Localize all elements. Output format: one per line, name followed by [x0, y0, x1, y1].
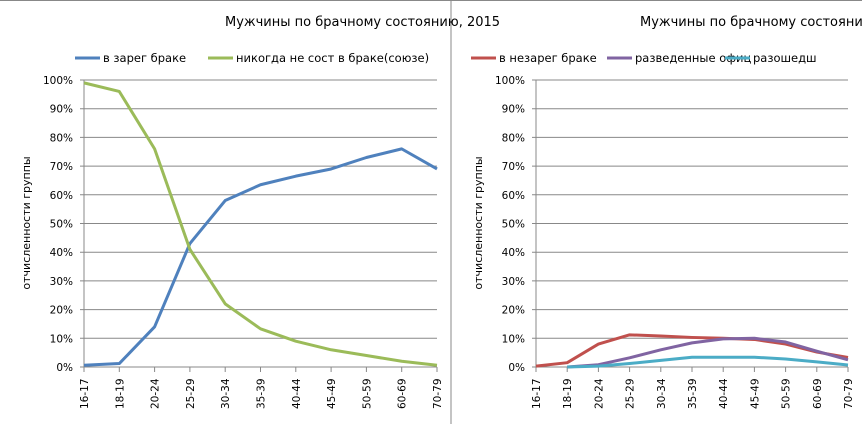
legend-label: в незарег браке — [499, 51, 597, 65]
y-tick-label: 100% — [495, 75, 525, 87]
x-tick-label: 45-49 — [749, 378, 761, 409]
x-tick-label: 60-69 — [397, 378, 409, 409]
x-tick-label: 35-39 — [687, 378, 699, 409]
chart-title: Мужчины по брачному состоянию, 2015 — [640, 15, 862, 30]
y-tick-label: 20% — [50, 305, 73, 317]
x-tick-label: 50-59 — [361, 378, 373, 409]
series-line — [83, 81, 438, 367]
x-tick-label: 25-29 — [185, 378, 197, 409]
x-tick-label: 20-24 — [150, 378, 162, 409]
y-tick-label: 30% — [50, 276, 73, 288]
y-tick-label: 100% — [43, 75, 73, 87]
legend-label: никогда не сост в браке(союзе) — [236, 51, 429, 65]
y-tick-label: 90% — [502, 104, 525, 116]
y-tick-label: 90% — [50, 104, 73, 116]
y-axis-label: отчисленности группы — [20, 156, 33, 289]
y-tick-label: 70% — [502, 161, 525, 173]
x-tick-label: 50-59 — [781, 378, 793, 409]
y-tick-label: 10% — [50, 333, 73, 345]
y-tick-label: 60% — [50, 190, 73, 202]
series-line — [567, 336, 849, 369]
x-tick-label: 30-34 — [656, 378, 668, 409]
y-tick-label: 70% — [50, 161, 73, 173]
legend-label: в зарег браке — [103, 51, 186, 65]
x-tick-label: 25-29 — [625, 378, 637, 409]
x-tick-label: 40-44 — [291, 378, 303, 409]
y-tick-label: 20% — [502, 305, 525, 317]
series-line — [567, 355, 849, 369]
y-tick-label: 0% — [56, 362, 73, 374]
y-tick-label: 50% — [502, 219, 525, 231]
x-tick-label: 70-79 — [432, 378, 444, 409]
x-tick-label: 16-17 — [531, 378, 543, 409]
y-tick-label: 40% — [502, 247, 525, 259]
y-tick-label: 0% — [508, 362, 525, 374]
y-tick-label: 50% — [50, 219, 73, 231]
x-tick-label: 45-49 — [326, 378, 338, 409]
x-tick-label: 16-17 — [79, 378, 91, 409]
x-tick-label: 20-24 — [593, 378, 605, 409]
x-tick-label: 18-19 — [114, 378, 126, 409]
y-tick-label: 80% — [502, 132, 525, 144]
x-tick-label: 35-39 — [256, 378, 268, 409]
x-tick-label: 18-19 — [562, 378, 574, 409]
y-tick-label: 40% — [50, 247, 73, 259]
legend-label: разошедш — [753, 51, 817, 65]
chart-title: Мужчины по брачному состоянию, 2015 — [225, 15, 500, 30]
legend-label: разведенные офиц — [635, 51, 752, 65]
x-tick-label: 60-69 — [812, 378, 824, 409]
y-tick-label: 80% — [50, 132, 73, 144]
y-tick-label: 10% — [502, 333, 525, 345]
x-tick-label: 40-44 — [718, 378, 730, 409]
y-tick-label: 30% — [502, 276, 525, 288]
x-tick-label: 30-34 — [220, 378, 232, 409]
y-axis-label: отчисленности группы — [472, 156, 485, 289]
x-tick-label: 70-79 — [843, 378, 855, 409]
series-line — [83, 147, 438, 367]
series-line — [535, 333, 849, 368]
y-tick-label: 60% — [502, 190, 525, 202]
